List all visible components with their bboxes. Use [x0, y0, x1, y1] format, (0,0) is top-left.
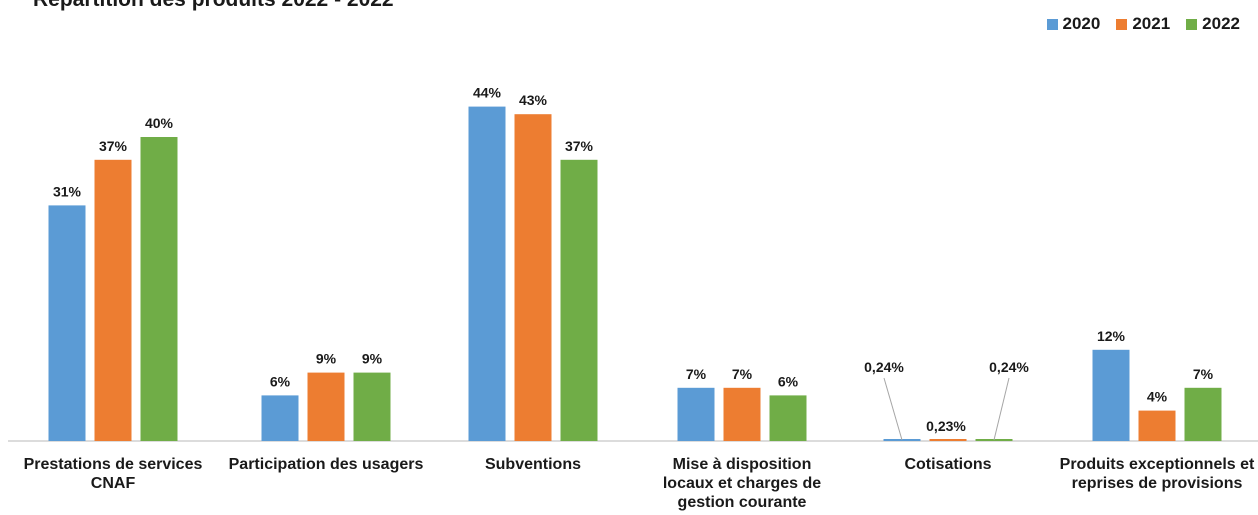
- bar-2021-2: [514, 114, 552, 441]
- data-label-2021-2: 43%: [519, 92, 548, 108]
- data-label-2020-0: 31%: [53, 183, 82, 199]
- data-label-2021-4: 0,23%: [926, 418, 966, 434]
- legend-swatch-2020: [1046, 18, 1058, 30]
- legend: 2020 2021 2022: [1046, 14, 1240, 34]
- data-label-2022-3: 6%: [778, 373, 799, 389]
- bar-2021-3: [723, 387, 761, 441]
- legend-item-2022: 2022: [1186, 14, 1240, 34]
- legend-label-2021: 2021: [1132, 14, 1171, 33]
- chart-title: Répartition des produits 2022 - 2022: [33, 0, 394, 12]
- bar-2020-3: [677, 387, 715, 441]
- data-label-2022-5: 7%: [1193, 366, 1214, 382]
- bar-2021-0: [94, 159, 132, 442]
- category-label-4: Cotisations: [904, 456, 992, 473]
- data-label-2020-5: 12%: [1097, 328, 1126, 344]
- legend-label-2020: 2020: [1062, 14, 1101, 33]
- category-label-3: Mise à disposition locaux et charges de …: [662, 456, 822, 511]
- category-label-1: Participation des usagers: [228, 456, 424, 473]
- data-label-2022-0: 40%: [145, 115, 174, 131]
- legend-label-2022: 2022: [1202, 14, 1240, 33]
- bar-2022-5: [1184, 387, 1222, 441]
- data-label-2021-1: 9%: [316, 351, 337, 367]
- category-label-0: Prestations de services CNAF: [23, 456, 203, 492]
- bar-2022-2: [560, 159, 598, 442]
- leader-line-2020-4: [883, 377, 903, 441]
- bar-2022-1: [353, 372, 391, 441]
- bar-2020-2: [468, 106, 506, 441]
- data-label-2022-4: 0,24%: [989, 359, 1029, 375]
- legend-item-2021: 2021: [1116, 14, 1170, 34]
- bar-2022-0: [140, 137, 178, 441]
- data-label-2020-3: 7%: [686, 366, 707, 382]
- bar-2021-5: [1138, 410, 1176, 441]
- bar-2021-4: [929, 439, 967, 441]
- bar-2021-1: [307, 372, 345, 441]
- data-label-2022-1: 9%: [362, 351, 383, 367]
- data-label-2022-2: 37%: [565, 138, 594, 154]
- category-label-5: Produits exceptionnels et reprises de pr…: [1059, 456, 1255, 492]
- legend-swatch-2022: [1186, 18, 1198, 30]
- data-label-2020-1: 6%: [270, 373, 291, 389]
- data-label-2020-4: 0,24%: [864, 359, 904, 375]
- data-label-2021-0: 37%: [99, 138, 128, 154]
- data-label-2021-5: 4%: [1147, 389, 1168, 405]
- data-label-2021-3: 7%: [732, 366, 753, 382]
- legend-item-2020: 2020: [1046, 14, 1101, 34]
- bar-2022-3: [769, 395, 807, 441]
- category-label-2: Subventions: [484, 456, 581, 473]
- data-label-2020-2: 44%: [473, 85, 502, 101]
- bar-2020-1: [261, 395, 299, 441]
- legend-swatch-2021: [1116, 18, 1128, 30]
- bar-2020-5: [1092, 349, 1130, 441]
- leader-line-2022-4: [993, 377, 1010, 441]
- bar-2020-0: [48, 205, 86, 441]
